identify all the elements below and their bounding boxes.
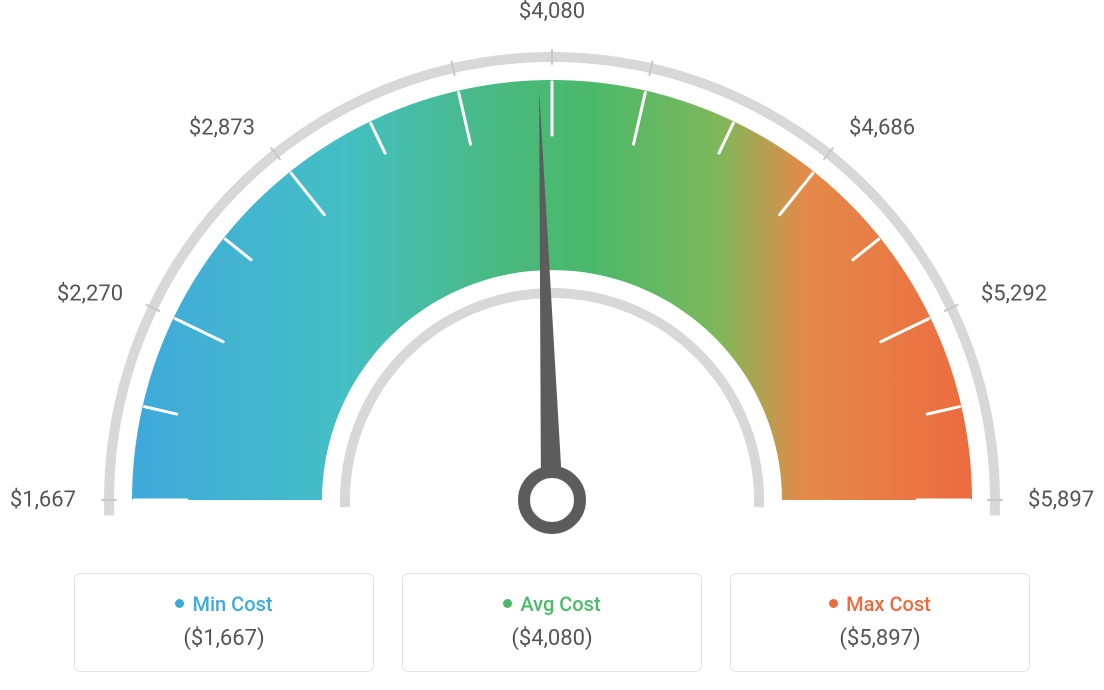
gauge-area: $1,667 $2,270 $2,873 $4,080 $4,686 $5,292 $5,8… (0, 0, 1104, 560)
cost-gauge-container: $1,667 $2,270 $2,873 $4,080 $4,686 $5,292 $5,8… (0, 0, 1104, 690)
legend-max-label: Max Cost (846, 592, 931, 616)
legend-title-min: Min Cost (85, 592, 363, 616)
legend-row: Min Cost ($1,667) Avg Cost ($4,080) Max … (0, 573, 1104, 672)
legend-avg-value: ($4,080) (413, 626, 691, 651)
legend-min-value: ($1,667) (85, 626, 363, 651)
legend-max-value: ($5,897) (741, 626, 1019, 651)
gauge-tick-label: $4,080 (519, 0, 585, 24)
gauge-needle-hub (524, 472, 580, 528)
dot-icon (829, 599, 838, 608)
dot-icon (503, 599, 512, 608)
legend-card-max: Max Cost ($5,897) (730, 573, 1030, 672)
gauge-tick-label: $5,897 (1028, 488, 1094, 513)
dot-icon (175, 599, 184, 608)
legend-card-avg: Avg Cost ($4,080) (402, 573, 702, 672)
gauge-tick-label: $4,686 (849, 115, 915, 140)
gauge-chart (0, 0, 1104, 560)
gauge-tick-label: $1,667 (10, 488, 76, 513)
gauge-tick-label: $5,292 (981, 281, 1047, 306)
legend-title-max: Max Cost (741, 592, 1019, 616)
legend-avg-label: Avg Cost (520, 592, 600, 616)
legend-title-avg: Avg Cost (413, 592, 691, 616)
gauge-tick-label: $2,270 (57, 281, 123, 306)
legend-min-label: Min Cost (192, 592, 272, 616)
legend-card-min: Min Cost ($1,667) (74, 573, 374, 672)
gauge-tick-label: $2,873 (189, 115, 255, 140)
